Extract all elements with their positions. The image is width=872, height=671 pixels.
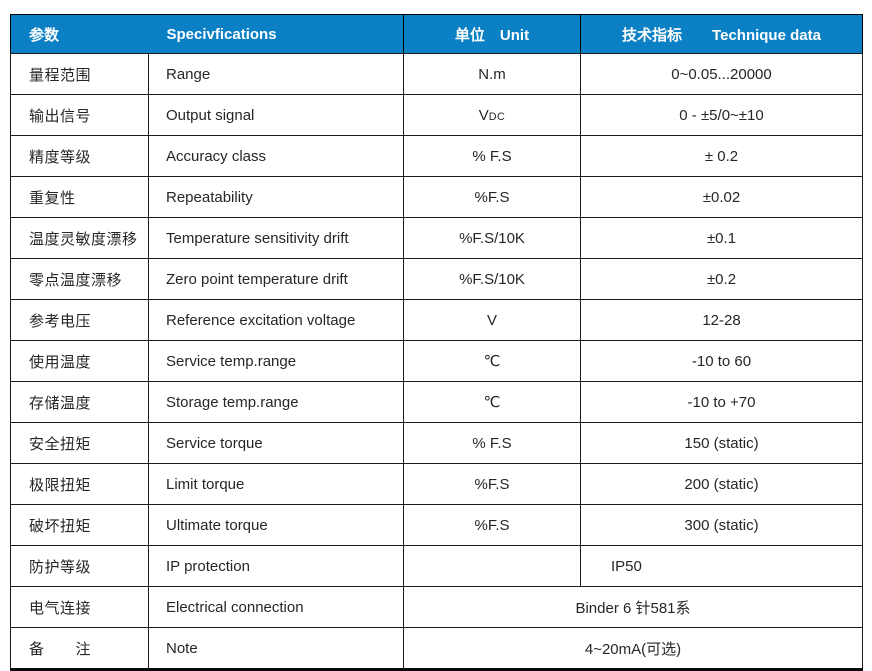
param-cn: 极限扭矩 bbox=[10, 463, 149, 505]
table-row-reference-voltage: 参考电压 Reference excitation voltage V 12-2… bbox=[10, 299, 863, 341]
unit-cell: %F.S/10K bbox=[403, 258, 581, 300]
header-param: 参数 bbox=[10, 14, 149, 54]
param-en: Note bbox=[148, 627, 404, 670]
param-en: Temperature sensitivity drift bbox=[148, 217, 404, 259]
param-cn: 使用温度 bbox=[10, 340, 149, 382]
value-cell: ±0.02 bbox=[580, 176, 863, 218]
unit-cell: %F.S/10K bbox=[403, 217, 581, 259]
unit-cell: V bbox=[403, 299, 581, 341]
unit-main: V bbox=[478, 106, 489, 124]
table-row-temp-sensitivity-drift: 温度灵敏度漂移 Temperature sensitivity drift %F… bbox=[10, 217, 863, 259]
header-data: 技术指标 Technique data bbox=[580, 14, 863, 54]
param-en: Electrical connection bbox=[148, 586, 404, 628]
table-row-ip-protection: 防护等级 IP protection IP50 bbox=[10, 545, 863, 587]
table-body: 量程范围 Range N.m 0~0.05...20000 输出信号 Outpu… bbox=[10, 53, 863, 670]
unit-cell: ℃ bbox=[403, 340, 581, 382]
unit-cell: ℃ bbox=[403, 381, 581, 423]
value-cell: ±0.2 bbox=[580, 258, 863, 300]
unit-cell-empty bbox=[403, 545, 581, 587]
value-cell: 150 (static) bbox=[580, 422, 863, 464]
param-cn: 量程范围 bbox=[10, 53, 149, 95]
table-row-note: 备 注 Note 4~20mA(可选) bbox=[10, 627, 863, 670]
param-cn: 重复性 bbox=[10, 176, 149, 218]
unit-cell: N.m bbox=[403, 53, 581, 95]
table-row-output-signal: 输出信号 Output signal VDC 0 - ±5/0~±10 bbox=[10, 94, 863, 136]
header-unit: 单位 Unit bbox=[403, 14, 581, 54]
table-row-repeatability: 重复性 Repeatability %F.S ±0.02 bbox=[10, 176, 863, 218]
param-cn: 温度灵敏度漂移 bbox=[10, 217, 149, 259]
table-header: 参数 Specivfications 单位 Unit 技术指标 Techniqu… bbox=[10, 14, 863, 54]
unit-cell: %F.S bbox=[403, 463, 581, 505]
header-row: 参数 Specivfications 单位 Unit 技术指标 Techniqu… bbox=[10, 14, 863, 54]
unit-cell: % F.S bbox=[403, 135, 581, 177]
param-en: Zero point temperature drift bbox=[148, 258, 404, 300]
param-en: Accuracy class bbox=[148, 135, 404, 177]
value-cell: -10 to +70 bbox=[580, 381, 863, 423]
value-cell: ± 0.2 bbox=[580, 135, 863, 177]
unit-cell: VDC bbox=[403, 94, 581, 136]
unit-cell: %F.S bbox=[403, 176, 581, 218]
header-spec: Specivfications bbox=[148, 14, 404, 54]
unit-cell: % F.S bbox=[403, 422, 581, 464]
param-en: Reference excitation voltage bbox=[148, 299, 404, 341]
param-en: Service temp.range bbox=[148, 340, 404, 382]
param-en: Repeatability bbox=[148, 176, 404, 218]
param-cn: 防护等级 bbox=[10, 545, 149, 587]
param-en: Ultimate torque bbox=[148, 504, 404, 546]
param-cn: 零点温度漂移 bbox=[10, 258, 149, 300]
value-cell: -10 to 60 bbox=[580, 340, 863, 382]
table-row-storage-temp: 存储温度 Storage temp.range ℃ -10 to +70 bbox=[10, 381, 863, 423]
merged-value-cell: 4~20mA(可选) bbox=[403, 627, 863, 670]
param-cn: 备 注 bbox=[10, 627, 149, 670]
value-cell: 200 (static) bbox=[580, 463, 863, 505]
specification-table: 参数 Specivfications 单位 Unit 技术指标 Techniqu… bbox=[10, 14, 863, 671]
merged-value-cell: Binder 6 针581系 bbox=[403, 586, 863, 628]
table-row-service-torque: 安全扭矩 Service torque % F.S 150 (static) bbox=[10, 422, 863, 464]
param-cn: 破坏扭矩 bbox=[10, 504, 149, 546]
param-en: Limit torque bbox=[148, 463, 404, 505]
value-cell: ±0.1 bbox=[580, 217, 863, 259]
value-cell: 12-28 bbox=[580, 299, 863, 341]
table-row-range: 量程范围 Range N.m 0~0.05...20000 bbox=[10, 53, 863, 95]
value-cell: IP50 bbox=[580, 545, 863, 587]
table-row-ultimate-torque: 破坏扭矩 Ultimate torque %F.S 300 (static) bbox=[10, 504, 863, 546]
table-row-service-temp: 使用温度 Service temp.range ℃ -10 to 60 bbox=[10, 340, 863, 382]
value-cell: 0~0.05...20000 bbox=[580, 53, 863, 95]
table-row-limit-torque: 极限扭矩 Limit torque %F.S 200 (static) bbox=[10, 463, 863, 505]
param-cn: 安全扭矩 bbox=[10, 422, 149, 464]
unit-cell: %F.S bbox=[403, 504, 581, 546]
param-cn: 参考电压 bbox=[10, 299, 149, 341]
unit-subscript: DC bbox=[488, 110, 506, 123]
param-cn: 存储温度 bbox=[10, 381, 149, 423]
param-en: Service torque bbox=[148, 422, 404, 464]
param-cn: 精度等级 bbox=[10, 135, 149, 177]
param-en: Range bbox=[148, 53, 404, 95]
table-row-accuracy: 精度等级 Accuracy class % F.S ± 0.2 bbox=[10, 135, 863, 177]
param-cn: 电气连接 bbox=[10, 586, 149, 628]
value-cell: 300 (static) bbox=[580, 504, 863, 546]
value-cell: 0 - ±5/0~±10 bbox=[580, 94, 863, 136]
param-en: IP protection bbox=[148, 545, 404, 587]
table-row-zero-point-drift: 零点温度漂移 Zero point temperature drift %F.S… bbox=[10, 258, 863, 300]
param-cn: 输出信号 bbox=[10, 94, 149, 136]
param-en: Output signal bbox=[148, 94, 404, 136]
param-en: Storage temp.range bbox=[148, 381, 404, 423]
table-row-electrical-connection: 电气连接 Electrical connection Binder 6 针581… bbox=[10, 586, 863, 628]
